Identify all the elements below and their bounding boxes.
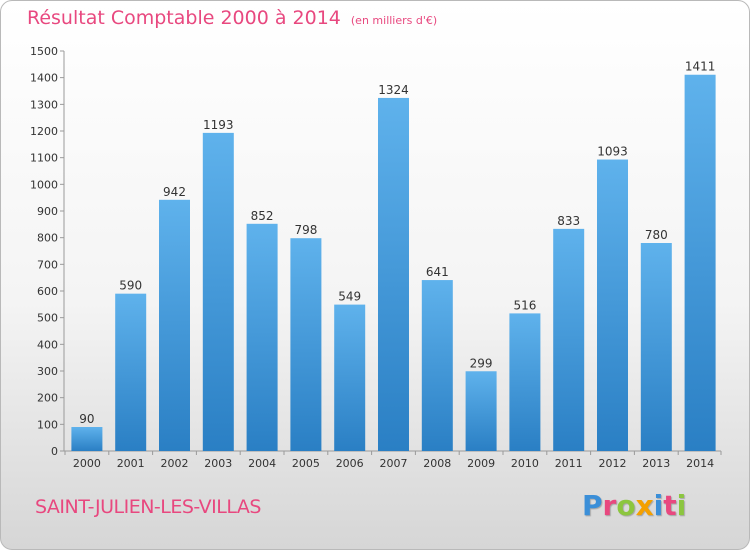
proxiti-logo[interactable]: Proxiti (582, 489, 686, 522)
logo-letter: t (663, 489, 677, 522)
data-label-2014: 1411 (685, 60, 716, 74)
x-tick-label-2009: 2009 (467, 457, 495, 470)
x-tick-label-2008: 2008 (423, 457, 451, 470)
bar-2002[interactable] (159, 199, 190, 451)
bars (71, 74, 716, 452)
x-axis: 2000 2001 2002 2003 2004 2005 2006 2007 2008 2009… (64, 450, 722, 470)
bar-2006[interactable] (334, 304, 366, 451)
x-tick-label-2000: 2000 (73, 457, 101, 470)
data-label-2010: 516 (513, 298, 536, 312)
bar-2010[interactable] (509, 313, 541, 451)
bar-2005[interactable] (290, 238, 322, 451)
bar-2011[interactable] (553, 228, 585, 451)
bar-2008[interactable] (421, 280, 453, 451)
logo-letter: x (635, 489, 654, 522)
data-label-2001: 590 (119, 279, 142, 293)
y-tick-label: 800 (37, 232, 58, 245)
y-tick-label: 1000 (30, 178, 58, 191)
data-labels: 90 590 942 1193 852 798 549 1324 641 299 516 833 109… (79, 60, 715, 426)
y-tick-label: 200 (37, 392, 58, 405)
y-tick-label: 1300 (30, 98, 58, 111)
bar-2014[interactable] (684, 74, 716, 451)
x-tick-label-2003: 2003 (204, 457, 232, 470)
y-tick-label: 700 (37, 258, 58, 271)
bar-2001[interactable] (115, 293, 147, 451)
x-tick-label-2004: 2004 (248, 457, 276, 470)
y-tick-label: 1500 (30, 45, 58, 58)
logo-letter: r (602, 489, 617, 522)
bar-2009[interactable] (465, 371, 497, 451)
x-tick-label-2014: 2014 (686, 457, 714, 470)
y-tick-label: 0 (51, 445, 58, 458)
data-label-2012: 1093 (597, 145, 628, 159)
y-tick-label: 900 (37, 205, 58, 218)
logo-letter: i (653, 489, 664, 522)
y-tick-label: 500 (37, 312, 58, 325)
chart-title: Résultat Comptable 2000 à 2014 (en millie… (27, 7, 437, 29)
bar-2012[interactable] (597, 159, 628, 452)
data-label-2005: 798 (294, 223, 317, 237)
bar-2000[interactable] (71, 427, 103, 451)
data-label-2008: 641 (426, 265, 449, 279)
x-tick-label-2011: 2011 (555, 457, 583, 470)
data-label-2002: 942 (163, 185, 186, 199)
logo-letter: P (582, 489, 603, 522)
data-label-2006: 549 (338, 290, 361, 304)
location-name: SAINT-JULIEN-LES-VILLAS (35, 496, 261, 518)
bar-2013[interactable] (640, 243, 672, 451)
x-tick-label-2005: 2005 (292, 457, 320, 470)
logo-letter: o (616, 489, 636, 522)
logo-letter: i (676, 489, 687, 522)
chart-subtitle: (en milliers d'€) (350, 14, 438, 27)
x-tick-label-2013: 2013 (642, 457, 670, 470)
data-label-2007: 1324 (378, 83, 409, 97)
data-label-2009: 299 (470, 356, 493, 370)
data-label-2003: 1193 (203, 118, 234, 132)
data-label-2011: 833 (557, 214, 580, 228)
bar-2007[interactable] (378, 97, 409, 451)
y-axis: 0 100 200 300 400 500 600 700 800 900 1000 1100 1200… (30, 45, 65, 458)
x-tick-label-2007: 2007 (380, 457, 408, 470)
x-tick-label-2006: 2006 (336, 457, 364, 470)
y-tick-label: 1100 (30, 152, 58, 165)
y-tick-label: 1400 (30, 72, 58, 85)
x-tick-label-2001: 2001 (117, 457, 145, 470)
y-tick-label: 300 (37, 365, 58, 378)
data-label-2000: 90 (79, 412, 94, 426)
data-label-2004: 852 (251, 209, 274, 223)
y-tick-label: 400 (37, 338, 58, 351)
y-tick-label: 600 (37, 285, 58, 298)
x-tick-label-2010: 2010 (511, 457, 539, 470)
chart-title-text: Résultat Comptable 2000 à 2014 (27, 7, 341, 29)
y-tick-label: 100 (37, 418, 58, 431)
x-tick-label-2002: 2002 (161, 457, 189, 470)
bar-2003[interactable] (202, 132, 234, 451)
data-label-2013: 780 (645, 228, 668, 242)
x-tick-label-2012: 2012 (599, 457, 627, 470)
y-tick-label: 1200 (30, 125, 58, 138)
bar-2004[interactable] (246, 223, 278, 451)
